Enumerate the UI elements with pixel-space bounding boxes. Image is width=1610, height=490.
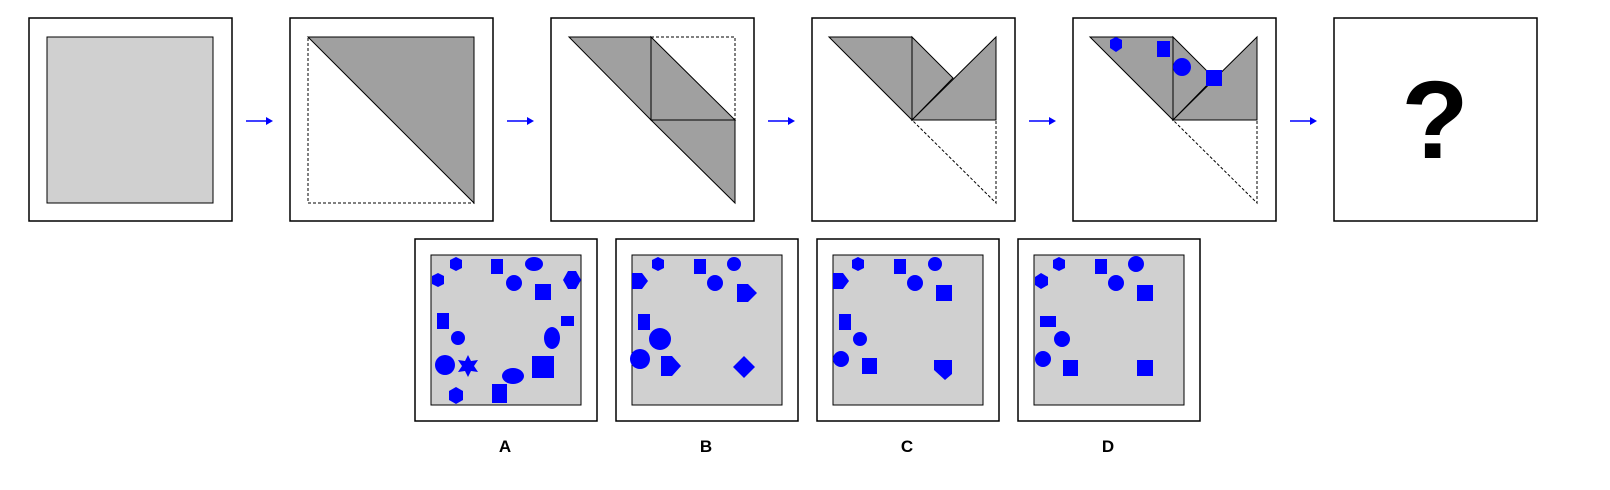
arrow-3 <box>768 117 795 125</box>
hole-circle <box>1173 58 1191 76</box>
hole-hexagon <box>1110 37 1122 52</box>
step-1-panel <box>28 17 233 222</box>
option-b-label: B <box>700 437 712 456</box>
question-panel: ? <box>1333 17 1538 222</box>
step-3-panel <box>550 17 755 222</box>
step-4-panel <box>811 17 1016 222</box>
arrow-2 <box>507 117 534 125</box>
question-mark: ? <box>1401 59 1468 182</box>
option-d[interactable]: D <box>1017 238 1201 456</box>
option-c-label: C <box>901 437 913 456</box>
step-5-panel <box>1072 17 1277 222</box>
option-b[interactable]: B <box>615 238 799 456</box>
hole-square <box>1206 70 1222 86</box>
step-2-panel <box>289 17 494 222</box>
option-d-label: D <box>1102 437 1114 456</box>
hole-square <box>1157 41 1170 57</box>
arrow-5 <box>1290 117 1317 125</box>
option-a-label: A <box>499 437 511 456</box>
arrow-1 <box>246 117 273 125</box>
option-a[interactable]: A <box>414 238 598 456</box>
arrow-4 <box>1029 117 1056 125</box>
option-c[interactable]: C <box>816 238 1000 456</box>
